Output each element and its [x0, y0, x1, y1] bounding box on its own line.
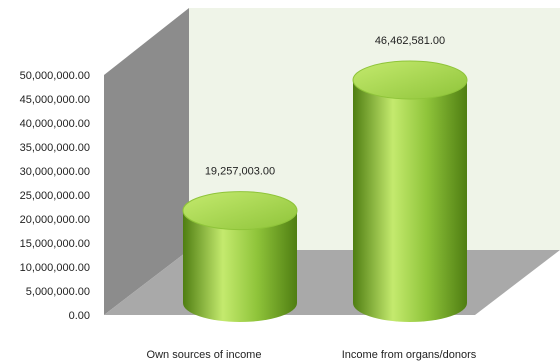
category-label: Income from organs/donors: [342, 349, 477, 361]
y-tick-label: 10,000,000.00: [20, 262, 90, 274]
y-tick-label: 30,000,000.00: [20, 166, 90, 178]
bar: 19,257,003.00: [182, 166, 298, 322]
y-tick-label: 50,000,000.00: [20, 70, 90, 82]
y-axis: 0.00 5,000,000.00 10,000,000.00 15,000,000.…: [20, 70, 90, 322]
y-tick-label: 45,000,000.00: [20, 94, 90, 106]
bar-body: [353, 79, 467, 322]
bar-top: [352, 60, 468, 100]
chart-walls: [104, 8, 560, 315]
y-tick-label: 5,000,000.00: [26, 286, 90, 298]
y-tick-label: 20,000,000.00: [20, 214, 90, 226]
y-tick-label: 0.00: [69, 310, 90, 322]
data-label: 19,257,003.00: [205, 166, 275, 178]
side-wall: [104, 8, 189, 315]
data-label: 46,462,581.00: [375, 35, 445, 47]
x-axis: Own sources of income Income from organs/…: [147, 349, 477, 361]
bar-top: [182, 191, 298, 231]
y-tick-label: 35,000,000.00: [20, 142, 90, 154]
y-tick-label: 40,000,000.00: [20, 118, 90, 130]
bars: 19,257,003.00 46,462,581.00: [182, 35, 468, 322]
category-label: Own sources of income: [147, 349, 262, 361]
y-tick-label: 25,000,000.00: [20, 190, 90, 202]
y-tick-label: 15,000,000.00: [20, 238, 90, 250]
bar: 46,462,581.00: [352, 35, 468, 322]
bar-body: [183, 210, 297, 322]
